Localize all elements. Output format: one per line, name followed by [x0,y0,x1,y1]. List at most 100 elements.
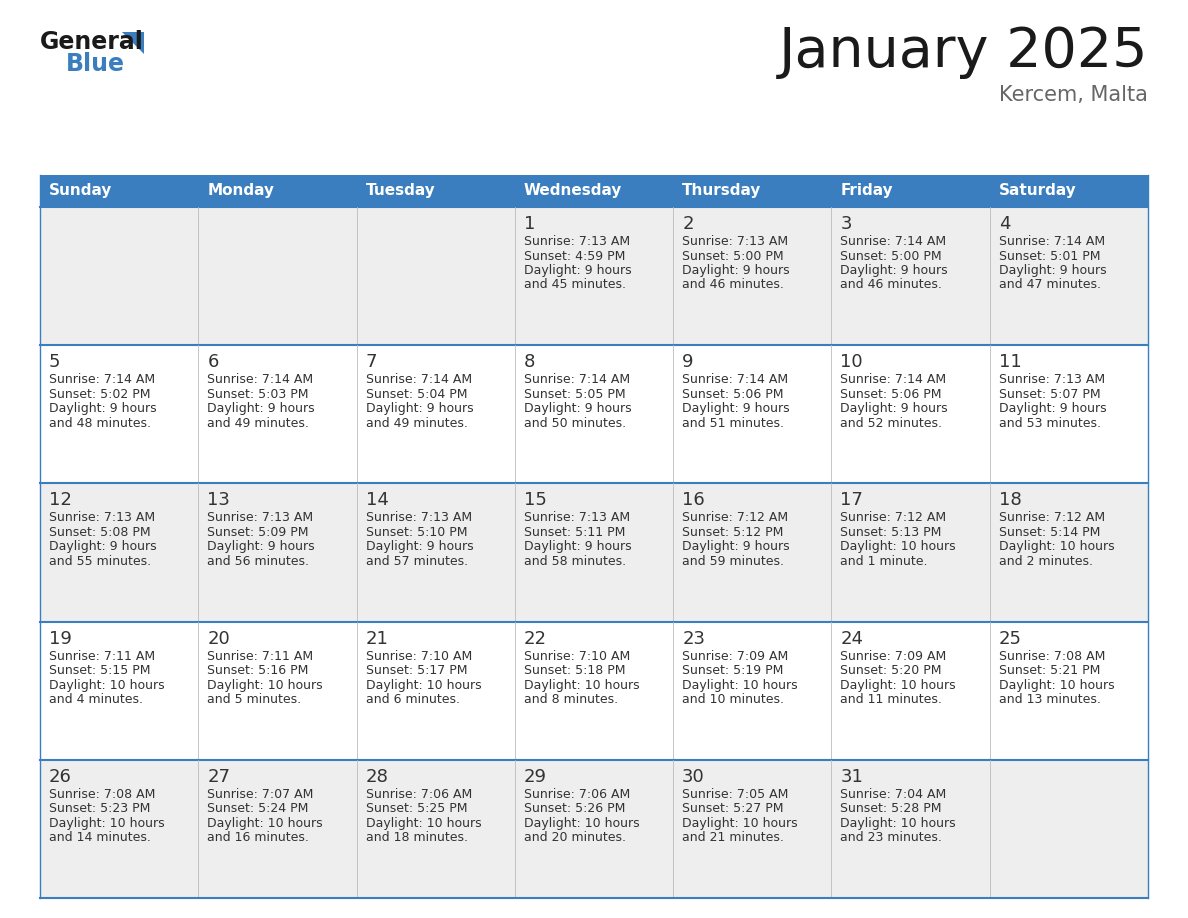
Text: Sunrise: 7:14 AM: Sunrise: 7:14 AM [366,374,472,386]
Text: and 47 minutes.: and 47 minutes. [999,278,1101,292]
Text: Sunrise: 7:14 AM: Sunrise: 7:14 AM [999,235,1105,248]
Text: 2: 2 [682,215,694,233]
Text: Sunrise: 7:04 AM: Sunrise: 7:04 AM [840,788,947,800]
Text: Sunrise: 7:14 AM: Sunrise: 7:14 AM [840,374,947,386]
Text: January 2025: January 2025 [778,25,1148,79]
Text: and 53 minutes.: and 53 minutes. [999,417,1101,430]
Text: Sunset: 5:10 PM: Sunset: 5:10 PM [366,526,467,539]
Text: and 58 minutes.: and 58 minutes. [524,554,626,568]
Text: Friday: Friday [840,184,893,198]
Text: Sunrise: 7:13 AM: Sunrise: 7:13 AM [207,511,314,524]
Text: Sunrise: 7:13 AM: Sunrise: 7:13 AM [524,511,630,524]
Text: 10: 10 [840,353,862,371]
Text: and 45 minutes.: and 45 minutes. [524,278,626,292]
Text: Sunrise: 7:13 AM: Sunrise: 7:13 AM [49,511,156,524]
Bar [674,175,832,207]
Text: Daylight: 9 hours: Daylight: 9 hours [524,541,632,554]
Text: Daylight: 9 hours: Daylight: 9 hours [524,264,632,277]
Text: Sunset: 5:06 PM: Sunset: 5:06 PM [682,387,784,400]
Text: Sunrise: 7:09 AM: Sunrise: 7:09 AM [682,650,789,663]
Text: Sunrise: 7:08 AM: Sunrise: 7:08 AM [999,650,1105,663]
Text: and 23 minutes.: and 23 minutes. [840,832,942,845]
Bar [40,621,1148,760]
Text: 21: 21 [366,630,388,647]
Text: Sunset: 5:23 PM: Sunset: 5:23 PM [49,802,151,815]
Text: and 6 minutes.: and 6 minutes. [366,693,460,706]
Text: Sunset: 5:07 PM: Sunset: 5:07 PM [999,387,1100,400]
Bar [356,175,514,207]
Text: Sunrise: 7:13 AM: Sunrise: 7:13 AM [682,235,789,248]
Text: Sunset: 5:09 PM: Sunset: 5:09 PM [207,526,309,539]
Text: and 49 minutes.: and 49 minutes. [366,417,467,430]
Text: Kercem, Malta: Kercem, Malta [999,85,1148,105]
Text: 11: 11 [999,353,1022,371]
Text: Sunset: 5:27 PM: Sunset: 5:27 PM [682,802,784,815]
Text: Sunrise: 7:06 AM: Sunrise: 7:06 AM [366,788,472,800]
Text: Sunrise: 7:14 AM: Sunrise: 7:14 AM [682,374,789,386]
Bar [198,175,356,207]
Text: 27: 27 [207,767,230,786]
Text: and 50 minutes.: and 50 minutes. [524,417,626,430]
Text: 18: 18 [999,491,1022,509]
Text: 23: 23 [682,630,706,647]
Text: Daylight: 10 hours: Daylight: 10 hours [207,817,323,830]
Text: and 21 minutes.: and 21 minutes. [682,832,784,845]
Text: Daylight: 10 hours: Daylight: 10 hours [682,817,798,830]
Text: Sunrise: 7:13 AM: Sunrise: 7:13 AM [366,511,472,524]
Text: Sunset: 5:26 PM: Sunset: 5:26 PM [524,802,625,815]
Text: 28: 28 [366,767,388,786]
Text: and 14 minutes.: and 14 minutes. [49,832,151,845]
Text: and 55 minutes.: and 55 minutes. [49,554,151,568]
Text: 20: 20 [207,630,230,647]
Text: Sunset: 5:24 PM: Sunset: 5:24 PM [207,802,309,815]
Text: and 59 minutes.: and 59 minutes. [682,554,784,568]
Text: General: General [40,30,144,54]
Text: Sunset: 5:04 PM: Sunset: 5:04 PM [366,387,467,400]
Text: Daylight: 9 hours: Daylight: 9 hours [840,402,948,415]
Text: Sunset: 5:16 PM: Sunset: 5:16 PM [207,664,309,677]
Bar [514,175,674,207]
Text: Sunrise: 7:14 AM: Sunrise: 7:14 AM [49,374,156,386]
Text: Sunset: 5:18 PM: Sunset: 5:18 PM [524,664,625,677]
Text: Daylight: 10 hours: Daylight: 10 hours [840,541,956,554]
Text: 3: 3 [840,215,852,233]
Text: Thursday: Thursday [682,184,762,198]
Text: Sunset: 5:12 PM: Sunset: 5:12 PM [682,526,784,539]
Text: Daylight: 10 hours: Daylight: 10 hours [682,678,798,691]
Bar [832,175,990,207]
Text: Wednesday: Wednesday [524,184,623,198]
Text: Sunrise: 7:12 AM: Sunrise: 7:12 AM [840,511,947,524]
Text: Sunset: 5:19 PM: Sunset: 5:19 PM [682,664,784,677]
Text: Sunrise: 7:09 AM: Sunrise: 7:09 AM [840,650,947,663]
Text: and 20 minutes.: and 20 minutes. [524,832,626,845]
Text: Sunrise: 7:14 AM: Sunrise: 7:14 AM [207,374,314,386]
Text: 19: 19 [49,630,72,647]
Text: 30: 30 [682,767,704,786]
Text: and 51 minutes.: and 51 minutes. [682,417,784,430]
Text: Sunrise: 7:08 AM: Sunrise: 7:08 AM [49,788,156,800]
Text: Sunrise: 7:10 AM: Sunrise: 7:10 AM [524,650,630,663]
Text: 12: 12 [49,491,72,509]
Text: and 49 minutes.: and 49 minutes. [207,417,309,430]
Text: Daylight: 9 hours: Daylight: 9 hours [366,402,473,415]
Text: Daylight: 9 hours: Daylight: 9 hours [999,264,1106,277]
Text: Daylight: 9 hours: Daylight: 9 hours [682,541,790,554]
Text: 17: 17 [840,491,864,509]
Text: Sunrise: 7:10 AM: Sunrise: 7:10 AM [366,650,472,663]
Text: Daylight: 9 hours: Daylight: 9 hours [49,402,157,415]
Text: Sunset: 5:13 PM: Sunset: 5:13 PM [840,526,942,539]
Text: Sunrise: 7:11 AM: Sunrise: 7:11 AM [49,650,156,663]
Text: 9: 9 [682,353,694,371]
Text: 15: 15 [524,491,546,509]
Text: Daylight: 9 hours: Daylight: 9 hours [682,402,790,415]
Bar [40,345,1148,484]
Text: Daylight: 10 hours: Daylight: 10 hours [999,541,1114,554]
Text: 6: 6 [207,353,219,371]
Text: 24: 24 [840,630,864,647]
Text: 31: 31 [840,767,864,786]
Text: Sunrise: 7:05 AM: Sunrise: 7:05 AM [682,788,789,800]
Text: and 5 minutes.: and 5 minutes. [207,693,302,706]
Text: Sunrise: 7:14 AM: Sunrise: 7:14 AM [524,374,630,386]
Bar [40,207,1148,345]
Text: Sunrise: 7:13 AM: Sunrise: 7:13 AM [999,374,1105,386]
